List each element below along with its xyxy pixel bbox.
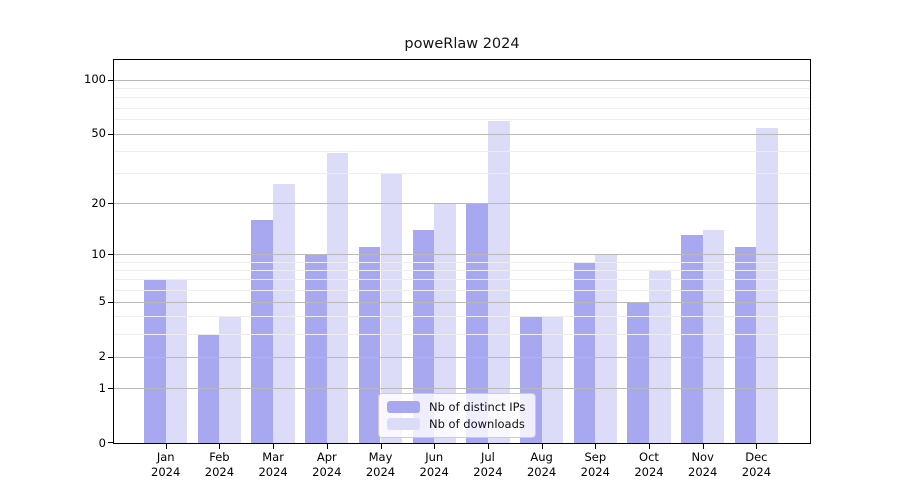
x-tick-label-dec: Dec 2024	[741, 450, 772, 479]
legend-swatch-distinct-ips	[387, 401, 420, 413]
x-tick-label-apr: Apr 2024	[312, 450, 342, 479]
legend-item-downloads: Nb of downloads	[387, 417, 525, 431]
legend-swatch-downloads	[387, 418, 420, 430]
legend-item-distinct-ips: Nb of distinct IPs	[387, 400, 525, 414]
x-tick-sep	[595, 444, 597, 449]
legend-label-distinct-ips: Nb of distinct IPs	[429, 400, 526, 414]
x-tick-aug	[541, 444, 543, 449]
x-tick-dec	[756, 444, 758, 449]
bar-downloads-oct	[649, 270, 671, 443]
bar-distinct-ips-dec	[734, 247, 757, 443]
y-tick	[108, 79, 113, 81]
bar-downloads-may	[380, 172, 403, 443]
bar-downloads-mar	[273, 183, 295, 443]
bar-distinct-ips-jan	[144, 279, 166, 443]
bar-downloads-sep	[595, 254, 617, 443]
y-tick	[108, 356, 113, 358]
x-tick-label-jun: Jun 2024	[419, 450, 449, 479]
y-tick-label: 5	[98, 294, 106, 309]
bar-distinct-ips-mar	[251, 220, 274, 443]
x-tick-label-may: May 2024	[365, 450, 396, 479]
y-tick-label: 10	[91, 246, 106, 261]
legend-label-downloads: Nb of downloads	[429, 417, 525, 431]
bar-downloads-feb	[219, 316, 242, 443]
bar-downloads-dec	[756, 127, 779, 443]
x-tick-label-mar: Mar 2024	[258, 450, 288, 479]
y-tick	[108, 388, 113, 390]
bar-downloads-jun	[434, 203, 456, 443]
x-tick-apr	[326, 444, 328, 449]
chart-title: poweRlaw 2024	[404, 36, 520, 52]
bar-downloads-apr	[326, 152, 349, 443]
bar-downloads-jan	[165, 279, 188, 443]
bars-layer	[114, 60, 810, 443]
y-tick-label: 1	[98, 380, 106, 395]
x-tick-label-oct: Oct 2024	[634, 450, 664, 479]
y-tick	[108, 254, 113, 256]
bar-distinct-ips-nov	[681, 235, 703, 443]
x-tick-jan	[165, 444, 167, 449]
y-tick-label: 50	[91, 126, 106, 141]
bar-distinct-ips-feb	[197, 333, 220, 443]
y-tick	[108, 301, 113, 303]
x-tick-feb	[219, 444, 221, 449]
legend: Nb of distinct IPs Nb of downloads	[378, 393, 537, 438]
y-tick	[108, 442, 113, 443]
x-tick-label-jan: Jan 2024	[151, 450, 181, 479]
y-tick-label: 20	[91, 195, 106, 210]
x-tick-label-nov: Nov 2024	[688, 450, 718, 479]
y-tick	[108, 133, 113, 135]
y-tick-label: 0	[98, 435, 106, 450]
x-tick-oct	[649, 444, 650, 449]
bar-distinct-ips-oct	[627, 302, 649, 443]
bar-distinct-ips-may	[358, 247, 381, 443]
bar-distinct-ips-jun	[412, 229, 435, 443]
x-tick-mar	[273, 444, 275, 449]
x-tick-label-aug: Aug 2024	[526, 450, 557, 479]
x-tick-jun	[434, 444, 436, 449]
x-tick-nov	[702, 444, 704, 449]
y-tick-label: 100	[84, 72, 106, 87]
bar-distinct-ips-jul	[466, 203, 488, 443]
plot-area: Nb of distinct IPs Nb of downloads	[113, 59, 811, 444]
x-tick-label-feb: Feb 2024	[204, 450, 235, 479]
bar-downloads-nov	[702, 229, 725, 443]
bar-downloads-jul	[487, 120, 510, 443]
bar-distinct-ips-apr	[305, 254, 327, 443]
x-tick-jul	[487, 444, 489, 449]
x-tick-may	[380, 444, 382, 449]
x-tick-label-sep: Sep 2024	[580, 450, 610, 479]
x-tick-label-jul: Jul 2024	[473, 450, 503, 479]
y-tick	[108, 203, 113, 205]
bar-downloads-aug	[541, 316, 564, 443]
bar-distinct-ips-sep	[573, 261, 596, 443]
y-tick-label: 2	[98, 349, 106, 364]
